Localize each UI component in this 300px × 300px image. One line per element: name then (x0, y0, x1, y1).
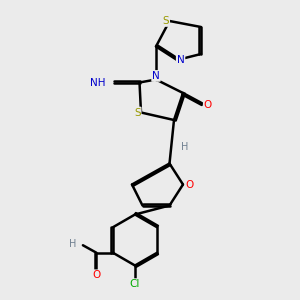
Text: H: H (181, 142, 188, 152)
Text: NH: NH (90, 77, 106, 88)
Text: H: H (69, 239, 76, 249)
Text: S: S (163, 16, 169, 26)
Text: N: N (152, 71, 160, 81)
Text: N: N (177, 55, 184, 65)
Text: Cl: Cl (130, 279, 140, 289)
Text: O: O (204, 100, 212, 110)
Text: O: O (185, 179, 194, 190)
Text: O: O (92, 270, 101, 280)
Text: S: S (134, 107, 141, 118)
